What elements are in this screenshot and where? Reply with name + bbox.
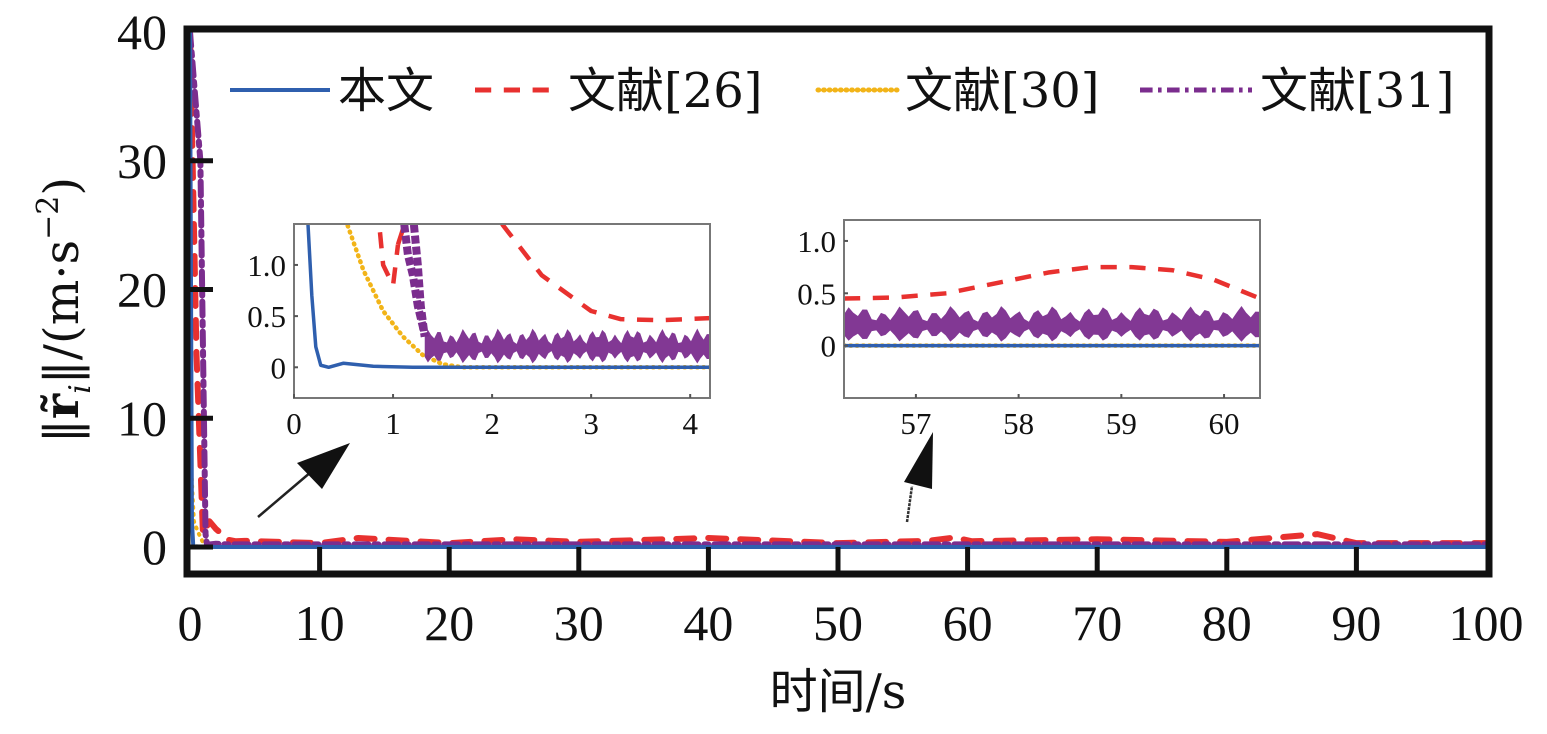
ylabel-exponent: −2: [31, 196, 66, 240]
x-tick-label: 50: [813, 595, 863, 651]
inset-x-tick-label: 3: [583, 406, 599, 441]
x-tick-label: 40: [683, 595, 733, 651]
inset-x-tick-label: 58: [1003, 406, 1034, 441]
inset-x-tick-label: 2: [484, 406, 500, 441]
inset-y-tick-label: 0.5: [797, 276, 836, 311]
inset-y-tick-label: 1.0: [797, 224, 836, 259]
inset-series-line-0: [306, 224, 710, 370]
x-tick-label: 100: [1449, 595, 1524, 651]
arrow-shaft: [905, 485, 914, 523]
arrow-shaft: [257, 465, 319, 518]
annotation-arrow-late: [904, 432, 933, 523]
inset-y-tick-label: 0.5: [247, 299, 286, 334]
y-tick-label: 20: [117, 262, 167, 318]
y-tick-label: 30: [117, 133, 167, 189]
x-tick-label: 20: [424, 595, 474, 651]
inset-series-band-3: [424, 328, 710, 364]
inset-series-line-1: [376, 224, 401, 288]
inset-series-layer: [844, 264, 1260, 348]
x-tick-label: 30: [554, 595, 604, 651]
arrow-head: [904, 432, 933, 489]
y-axis-label: ‖r̃i‖/(m·s−2): [31, 177, 98, 443]
x-tick-label: 90: [1331, 595, 1381, 651]
inset-frame: [293, 223, 711, 399]
inset-x-tick-label: 60: [1209, 406, 1240, 441]
legend-label-2: 文献[30]: [905, 63, 1100, 119]
ylabel-symbol: r̃: [34, 393, 90, 419]
inset-y-tick-label: 1.0: [247, 248, 286, 283]
inset-frame: [843, 219, 1261, 399]
inset-x-tick-label: 0: [286, 406, 302, 441]
y-tick-label: 10: [117, 390, 167, 446]
svg-text:‖r̃i‖/(m·s−2): ‖r̃i‖/(m·s−2): [31, 177, 98, 443]
inset-x-tick-label: 4: [682, 406, 698, 441]
y-tick-label: 40: [117, 4, 167, 60]
arrow-head: [297, 443, 350, 489]
legend-label-1: 文献[26]: [568, 63, 763, 119]
inset-series-drop2-3: [409, 224, 429, 338]
ylabel-unit-close: ): [34, 177, 90, 196]
inset-series-layer: [306, 224, 710, 370]
ylabel-subscript: i: [63, 384, 98, 394]
series-line-3: [190, 29, 1486, 548]
legend-label-0: 本文: [338, 63, 434, 119]
annotation-arrow-early: [257, 443, 350, 518]
x-axis-label: 时间/s: [770, 664, 907, 720]
inset-y-tick-label: 0: [821, 329, 837, 364]
x-tick-label: 60: [943, 595, 993, 651]
inset-x-tick-label: 59: [1106, 406, 1137, 441]
inset-x-tick-label: 57: [900, 406, 931, 441]
x-tick-label: 10: [295, 595, 345, 651]
inset-series-line-1: [844, 264, 1260, 301]
x-tick-label: 80: [1202, 595, 1252, 651]
ylabel-norm-close: ‖: [34, 360, 90, 384]
ylabel-norm-open: ‖: [34, 419, 90, 443]
inset-series-line-1-b: [395, 224, 407, 246]
legend-label-3: 文献[31]: [1260, 63, 1455, 119]
inset-y-tick-label: 0: [271, 350, 287, 385]
series-line-1: [190, 29, 1486, 547]
ylabel-unit: /(m·s: [34, 240, 90, 360]
inset-x-tick-label: 1: [385, 406, 401, 441]
inset-series-line-1: [500, 224, 710, 323]
y-tick-label: 0: [142, 519, 167, 575]
inset-late: 57 58 59 60 0 0.5 1.0: [797, 219, 1261, 441]
inset-early: 0 1 2 3 4 0 0.5 1.0: [247, 223, 711, 441]
x-tick-label: 0: [178, 595, 203, 651]
inset-series-band-3: [844, 305, 1260, 342]
x-tick-label: 70: [1072, 595, 1122, 651]
legend: 本文 文献[26] 文献[30] 文献[31]: [230, 63, 1455, 119]
